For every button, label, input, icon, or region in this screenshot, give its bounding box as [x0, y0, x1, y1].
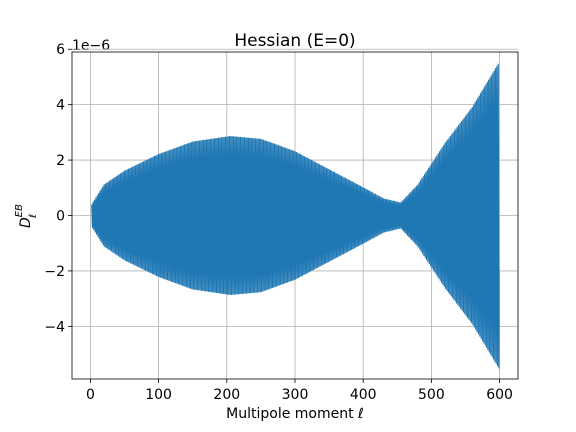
x-tick-label: 100 — [145, 387, 172, 403]
y-tick-label: 6 — [56, 42, 65, 58]
x-axis: 0 100 200 300 400 500 600 — [86, 379, 513, 403]
series-eb — [91, 63, 500, 369]
y-axis-title-main: D — [18, 217, 34, 228]
y-tick-label: −4 — [44, 319, 65, 335]
chart-title: Hessian (E=0) — [234, 31, 355, 51]
x-axis-title: Multipole moment ℓ — [226, 406, 364, 422]
y-axis-title-sub: ℓ — [28, 214, 39, 218]
y-axis-title: DEB ℓ — [14, 204, 39, 228]
x-tick-label: 200 — [213, 387, 240, 403]
y-axis-title-sup: EB — [14, 204, 25, 217]
x-tick-label: 500 — [418, 387, 445, 403]
y-tick-label: −2 — [44, 264, 65, 280]
x-tick-label: 400 — [350, 387, 377, 403]
series-line — [91, 63, 500, 369]
y-axis: −4 −2 0 2 4 6 — [44, 42, 72, 335]
x-tick-label: 300 — [282, 387, 309, 403]
y-tick-label: 4 — [56, 98, 65, 114]
x-tick-label: 600 — [486, 387, 513, 403]
y-offset-label: 1e−6 — [72, 38, 110, 54]
y-tick-label: 2 — [56, 153, 65, 169]
x-tick-label: 0 — [86, 387, 95, 403]
y-tick-label: 0 — [56, 209, 65, 225]
